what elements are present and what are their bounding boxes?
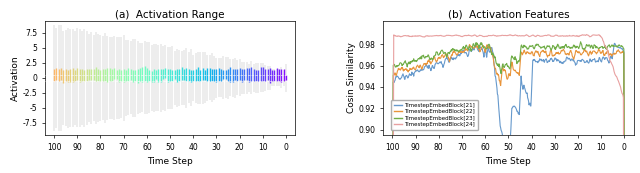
Y-axis label: Cosin Similarity: Cosin Similarity [347,42,356,113]
TimestepEmbedBlock[21] [514,111,522,113]
TimestepEmbedBlock[21] [616,46,623,48]
TimestepEmbedBlock[23] [514,61,522,63]
TimestepEmbedBlock[23] [500,66,508,68]
TimestepEmbedBlock[24] [579,34,586,36]
TimestepEmbedBlock[23] [527,45,534,47]
Title: (a)  Activation Range: (a) Activation Range [115,10,225,20]
TimestepEmbedBlock[21] [611,42,618,44]
TimestepEmbedBlock[23] [499,63,506,65]
TimestepEmbedBlock[21] [579,58,586,60]
TimestepEmbedBlock[23] [616,44,623,46]
X-axis label: Time Step: Time Step [147,157,193,166]
TimestepEmbedBlock[22] [466,43,474,45]
TimestepEmbedBlock[22] [500,69,508,71]
Line: TimestepEmbedBlock[22]: TimestepEmbedBlock[22] [392,44,625,173]
TimestepEmbedBlock[22] [515,72,522,74]
TimestepEmbedBlock[22] [579,52,587,54]
TimestepEmbedBlock[23] [579,47,587,49]
Line: TimestepEmbedBlock[23]: TimestepEmbedBlock[23] [392,42,625,173]
TimestepEmbedBlock[24] [583,34,591,36]
TimestepEmbedBlock[21] [500,138,508,140]
TimestepEmbedBlock[22] [527,53,534,55]
TimestepEmbedBlock[24] [499,34,506,36]
TimestepEmbedBlock[22] [499,67,507,69]
TimestepEmbedBlock[24] [514,35,522,37]
X-axis label: Time Step: Time Step [486,157,531,166]
Line: TimestepEmbedBlock[21]: TimestepEmbedBlock[21] [392,43,625,173]
TimestepEmbedBlock[24] [527,35,534,37]
TimestepEmbedBlock[21] [499,134,506,136]
TimestepEmbedBlock[23] [577,41,584,43]
Title: (b)  Activation Features: (b) Activation Features [447,10,569,20]
Line: TimestepEmbedBlock[24]: TimestepEmbedBlock[24] [392,35,625,173]
TimestepEmbedBlock[24] [616,82,623,84]
Y-axis label: Activation: Activation [10,55,19,101]
TimestepEmbedBlock[24] [500,35,508,37]
TimestepEmbedBlock[22] [616,51,623,53]
Legend: TimestepEmbedBlock[21], TimestepEmbedBlock[22], TimestepEmbedBlock[23], Timestep: TimestepEmbedBlock[21], TimestepEmbedBlo… [391,100,477,130]
TimestepEmbedBlock[21] [527,105,534,107]
